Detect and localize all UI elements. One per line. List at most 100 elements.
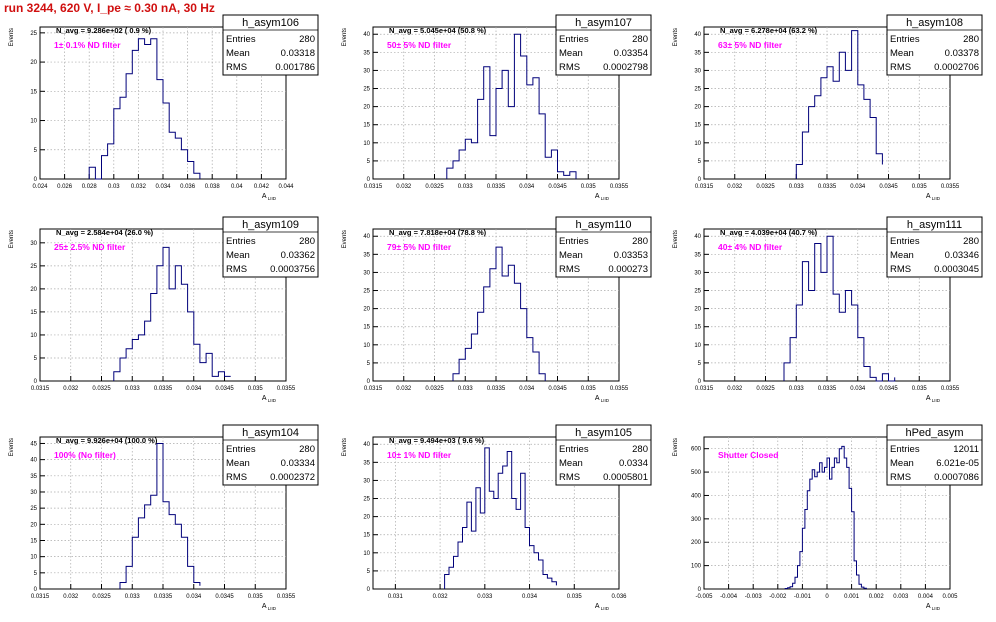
stats-box-title: h_asym104 [242,427,299,439]
y-tick-label: 300 [691,517,702,523]
histogram-bin [489,491,494,589]
stats-box-title: h_asym109 [242,219,299,231]
stats-box-mean-label: Mean [226,250,250,261]
histogram-bin [858,85,864,179]
x-tick-label: -0.004 [720,594,738,600]
histogram-bin [527,338,533,381]
histogram-bin [516,509,521,589]
stats-box-rms-value: 0.0003756 [270,264,315,275]
stats-box-entries-label: Entries [890,236,920,247]
page-title: run 3244, 620 V, I_pe ≈ 0.30 nA, 30 Hz [4,1,215,15]
x-tick-label: -0.002 [769,594,787,600]
navg-text: N_avg = 9.286e+02 ( 0.9 %) [56,26,152,35]
x-tick-label: 0.036 [611,594,627,600]
y-tick-label: 5 [367,569,371,575]
y-tick-label: 30 [694,68,701,74]
histogram-outline [783,235,896,382]
x-tick-label: 0.034 [519,184,535,190]
y-tick-label: 0 [367,177,371,183]
y-tick-label: 500 [691,470,702,476]
histogram-panel-h_asym109: 0.0315 0.032 0.0325 0.033 0.0335 0.034 0.0345 0… [9,216,319,403]
histogram-bin [833,81,839,179]
histogram-bin [181,537,187,589]
histogram-bin [465,348,471,381]
stats-box-rms-label: RMS [559,62,580,73]
y-axis-label: Events [673,438,679,456]
histogram-bin [858,338,864,381]
histogram-bin [810,479,813,589]
y-axis-label: Events [673,28,679,46]
y-tick-label: 20 [694,307,701,313]
y-tick-label: 35 [694,252,701,258]
histogram-outline [444,447,557,589]
y-tick-label: 30 [363,478,370,484]
stats-box-rms-value: 0.0002798 [603,62,648,73]
histogram-outline [113,246,231,381]
x-tick-label: 0.035 [248,386,264,392]
x-tick-label: 0.0325 [92,386,111,392]
x-tick-label: 0.0345 [215,386,234,392]
histogram-bin [188,162,194,180]
histogram-bin [175,524,181,589]
x-axis-label: A LIID [595,193,610,201]
x-tick-label: 0.0335 [487,184,506,190]
histogram-bin [833,294,839,381]
x-tick-label: 0.0355 [277,386,296,392]
y-tick-label: 20 [30,287,37,293]
y-tick-label: 35 [363,460,370,466]
y-tick-label: 10 [363,551,370,557]
stats-box-mean-value: 0.03354 [614,48,648,59]
histogram-bin [447,168,453,179]
stats-box-entries-value: 280 [632,444,648,455]
histogram-bin [206,353,212,381]
histogram-bin [169,289,175,381]
y-tick-label: 5 [34,356,38,362]
stats-box-rms-value: 0.0005801 [603,472,648,483]
histogram-bin [163,502,169,589]
y-tick-label: 20 [363,515,370,521]
y-tick-label: 5 [34,148,38,154]
x-tick-label: 0.0315 [695,184,714,190]
histogram-outline [119,443,201,589]
x-tick-label: 0.034 [155,184,171,190]
histogram-bin [502,276,508,381]
histogram-bin [812,470,815,589]
stats-box [555,424,652,486]
histogram-bin [525,528,530,590]
stats-box-entries-value: 280 [963,34,979,45]
stats-box-rms-label: RMS [559,264,580,275]
histogram-panel-h_asym104: 0.0315 0.032 0.0325 0.033 0.0335 0.034 0.0345 0… [9,424,319,611]
x-tick-label: 0.035 [248,594,264,600]
x-tick-label: 0.0325 [425,386,444,392]
histogram-bin [527,85,533,179]
y-axis-label: Events [9,230,15,248]
histogram-bin [194,173,200,179]
histogram-bin [163,103,169,179]
histogram-bin [570,172,576,179]
x-tick-label: -0.001 [794,594,812,600]
x-tick-label: 0.044 [278,184,294,190]
stats-box-mean-value: 0.03378 [945,48,979,59]
y-tick-label: 600 [691,447,702,453]
y-tick-label: 5 [698,361,702,367]
histogram-bin [145,45,151,180]
stats-box [222,424,319,486]
x-tick-label: -0.003 [745,594,763,600]
histogram-bin [564,175,570,179]
histogram-bin [530,546,535,589]
y-tick-label: 10 [694,343,701,349]
histogram-bin [507,452,512,590]
filter-annotation: 79± 5% ND filter [387,242,452,252]
x-axis-label-main: A [926,193,931,200]
x-tick-label: 0.034 [522,594,538,600]
stats-box-entries-label: Entries [559,34,589,45]
x-tick-label: 0.04 [231,184,243,190]
stats-box-rms-label: RMS [559,472,580,483]
y-tick-label: 30 [694,270,701,276]
x-tick-label: 0.032 [396,184,412,190]
filter-annotation: 1± 0.1% ND filter [54,40,121,50]
histogram-bin [521,473,526,589]
histogram-bin [839,52,845,179]
y-tick-label: 0 [34,379,38,385]
y-tick-label: 0 [698,177,702,183]
